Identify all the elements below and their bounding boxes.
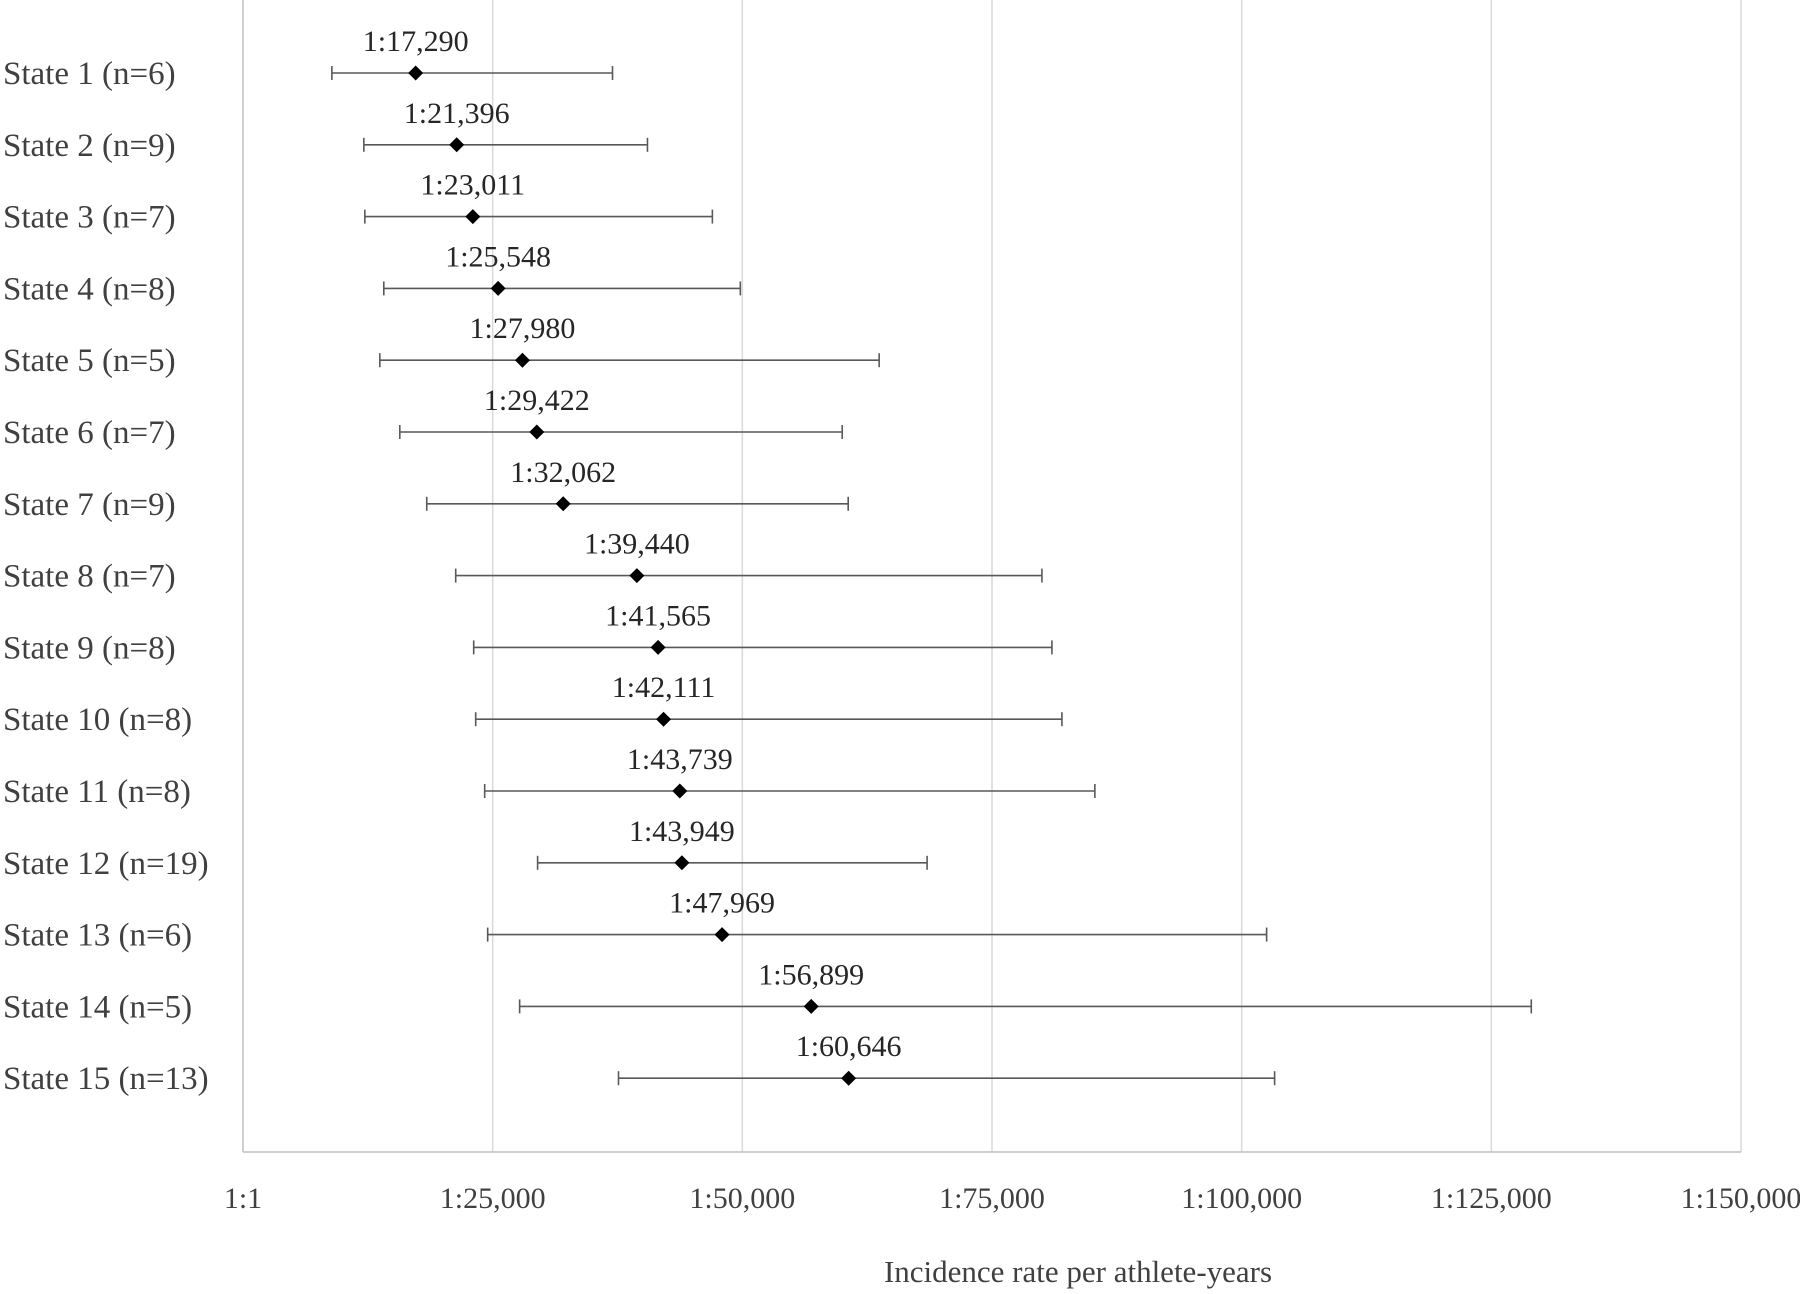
data-label: 1:39,440 [584,528,690,561]
category-label: State 15 (n=13) [3,1061,209,1097]
category-label: State 12 (n=19) [3,846,209,882]
category-label: State 4 (n=8) [3,271,176,307]
x-tick-label: 1:1 [224,1182,262,1215]
category-label: State 2 (n=9) [3,128,176,164]
category-labels: State 1 (n=6) State 2 (n=9) State 3 (n=7) S… [3,56,209,1097]
point-marker [514,352,530,368]
data-label: 1:23,011 [420,169,525,202]
point-marker [650,639,666,655]
data-label: 1:56,899 [758,958,864,991]
data-label: 1:25,548 [445,240,551,273]
x-tick-label: 1:100,000 [1181,1182,1302,1215]
data-label: 1:41,565 [605,599,711,632]
point-markers [408,65,857,1086]
category-label: State 11 (n=8) [3,774,191,810]
point-marker [465,209,481,225]
point-marker [408,65,424,81]
error-bar [474,712,1063,727]
error-bar [454,568,1043,583]
point-marker [714,927,730,943]
error-bar [472,640,1053,655]
point-marker [803,998,819,1014]
point-marker [529,424,545,440]
point-marker [555,496,571,512]
error-bars [331,66,1533,1086]
error-bar [425,496,849,511]
category-label: State 5 (n=5) [3,343,176,379]
error-bar [383,281,742,296]
x-axis-title: Incidence rate per athlete-years [884,1254,1272,1289]
x-tick-labels: 1:1 1:25,000 1:50,000 1:75,000 1:100,000 1:12… [224,1182,1800,1215]
category-label: State 8 (n=7) [3,559,176,595]
data-label: 1:43,949 [629,815,735,848]
error-bar [536,855,928,870]
category-label: State 13 (n=6) [3,918,192,954]
data-label: 1:60,646 [796,1030,902,1063]
point-marker [656,711,672,727]
category-label: State 1 (n=6) [3,56,176,92]
error-bar [364,209,714,224]
point-marker [674,855,690,871]
error-bar [379,353,880,368]
x-tick-label: 1:75,000 [939,1182,1045,1215]
error-bar [518,999,1533,1014]
x-tick-label: 1:25,000 [440,1182,546,1215]
data-label: 1:42,111 [612,671,716,704]
error-bar [331,66,614,80]
data-label: 1:21,396 [404,97,510,130]
category-label: State 14 (n=5) [3,989,192,1025]
error-bar [486,927,1268,942]
data-label: 1:47,969 [669,887,775,920]
x-tick-label: 1:150,000 [1681,1182,1800,1215]
point-marker [490,280,506,296]
data-label: 1:27,980 [470,312,576,345]
error-bar [363,137,649,152]
point-marker [449,137,465,153]
data-label: 1:29,422 [484,384,590,417]
point-marker [841,1070,857,1086]
x-tick-label: 1:50,000 [689,1182,795,1215]
data-labels: 1:17,290 1:21,396 1:23,011 1:25,548 1:27,980… [363,25,902,1063]
x-tick-label: 1:125,000 [1431,1182,1552,1215]
data-label: 1:43,739 [627,743,733,776]
category-label: State 6 (n=7) [3,415,176,451]
category-label: State 3 (n=7) [3,200,176,236]
error-bar [398,425,844,439]
error-bar [617,1071,1276,1086]
error-bar [483,784,1096,798]
category-label: State 10 (n=8) [3,702,192,738]
category-label: State 7 (n=9) [3,487,176,523]
data-label: 1:32,062 [510,456,616,489]
data-label: 1:17,290 [363,25,469,58]
point-marker [629,568,645,584]
point-marker [672,783,688,799]
category-label: State 9 (n=8) [3,630,176,666]
